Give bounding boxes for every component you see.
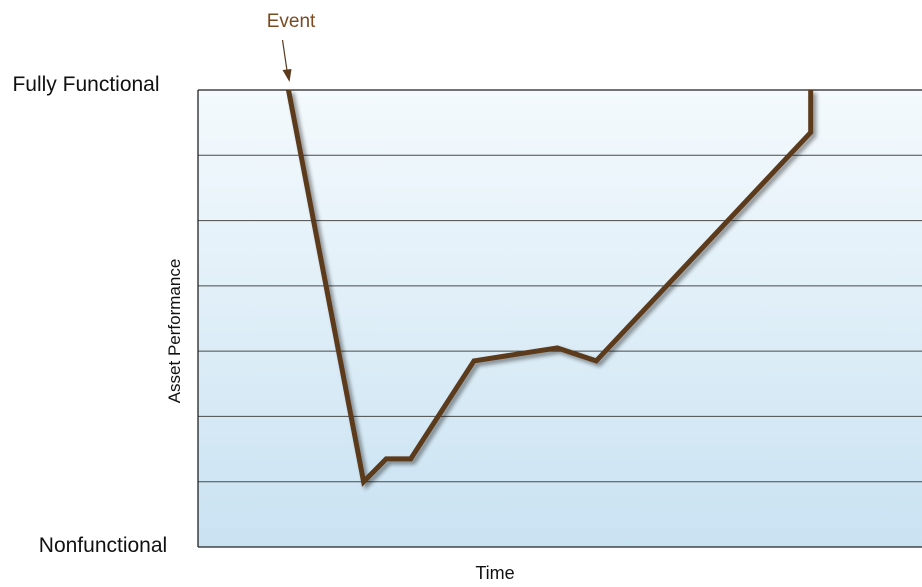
event-arrow-head <box>282 69 292 82</box>
x-axis-label: Time <box>475 563 514 583</box>
annotation-group: Event <box>267 11 316 82</box>
axes <box>197 89 922 548</box>
y-tick-label-bottom: Nonfunctional <box>39 534 167 557</box>
event-annotation-label: Event <box>267 11 316 32</box>
series-line-0 <box>286 89 814 487</box>
y-axis-label: Asset Performance <box>165 259 184 404</box>
plot-area <box>198 90 922 547</box>
event-arrow <box>281 39 289 75</box>
y-tick-label-top: Fully Functional <box>12 73 159 96</box>
series-group <box>286 89 814 487</box>
